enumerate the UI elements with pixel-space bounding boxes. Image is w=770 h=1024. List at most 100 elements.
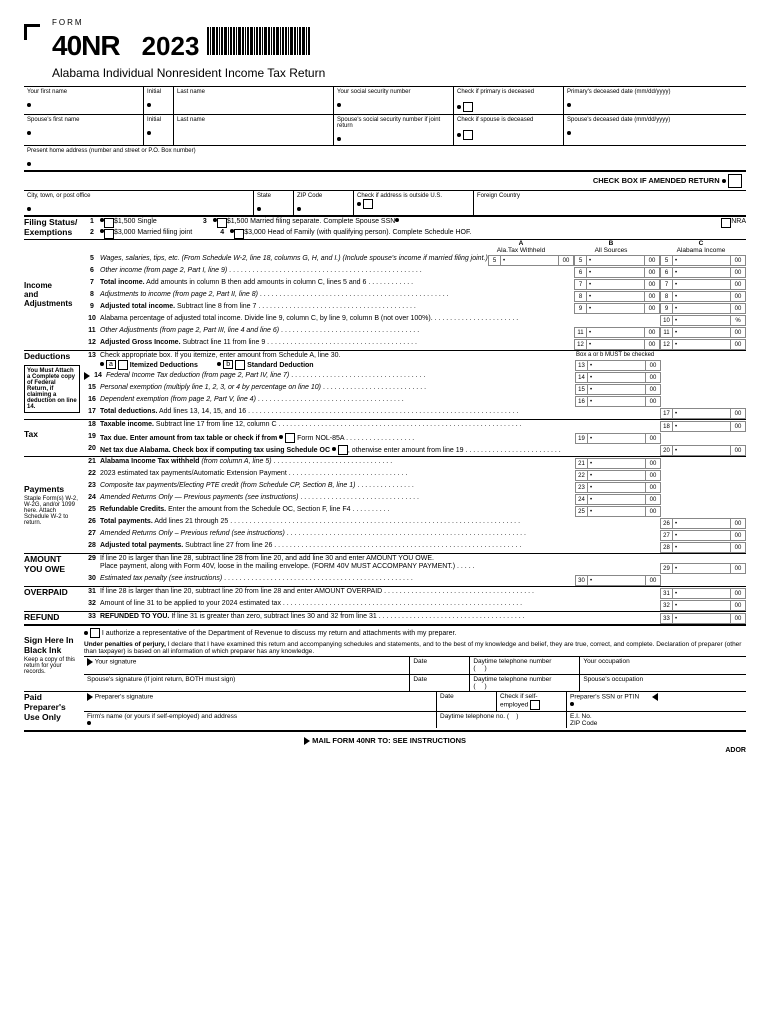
- amended-label: CHECK BOX IF AMENDED RETURN: [593, 176, 720, 185]
- primary-deceased-checkbox[interactable]: [463, 102, 473, 112]
- line-13-amount[interactable]: 13•00: [575, 360, 661, 371]
- line-9c-amount[interactable]: 9•00: [660, 303, 746, 314]
- itemized-checkbox[interactable]: [118, 360, 128, 370]
- line-32-amount[interactable]: 32•00: [660, 600, 746, 611]
- line-14-amount[interactable]: 14•00: [575, 372, 661, 383]
- line-25-amount[interactable]: 25•00: [575, 506, 661, 517]
- city-label: City, town, or post office: [27, 193, 250, 199]
- line-18-amount[interactable]: 18•00: [660, 421, 746, 432]
- last-name-label: Last name: [177, 89, 330, 95]
- line-21-text: Alabama Income Tax withheld: [100, 458, 199, 465]
- line-31-text: If line 28 is larger than line 20, subtr…: [100, 588, 382, 595]
- line-22-amount[interactable]: 22•00: [575, 470, 661, 481]
- spouse-deceased-checkbox[interactable]: [463, 130, 473, 140]
- auth-checkbox[interactable]: [90, 628, 100, 638]
- line-27-amount[interactable]: 27•00: [660, 530, 746, 541]
- line-29-amount[interactable]: 29•00: [660, 563, 746, 574]
- line-20-amount[interactable]: 20•00: [660, 445, 746, 456]
- line-20-text: Net tax due Alabama. Check box if comput…: [100, 446, 330, 453]
- line-5c-amount[interactable]: 5•00: [660, 255, 746, 266]
- line-16-amount[interactable]: 16•00: [575, 396, 661, 407]
- line-15-amount[interactable]: 15•00: [575, 384, 661, 395]
- spouse-first-label: Spouse's first name: [27, 117, 140, 123]
- line-33-amount[interactable]: 33•00: [660, 613, 746, 624]
- line-24-amount[interactable]: 24•00: [575, 494, 661, 505]
- line-12b-amount[interactable]: 12•00: [574, 339, 660, 350]
- line-31-amount[interactable]: 31•00: [660, 588, 746, 599]
- line-18-text: Taxable income.: [100, 421, 154, 428]
- line-28-amount[interactable]: 28•00: [660, 542, 746, 553]
- fs-1-checkbox[interactable]: [104, 218, 114, 228]
- address-label: Present home address (number and street …: [27, 148, 743, 154]
- line-30-amount[interactable]: 30•00: [575, 575, 661, 586]
- line-12c-amount[interactable]: 12•00: [660, 339, 746, 350]
- spouse-date-label: Spouse's deceased date (mm/dd/yyyy): [567, 117, 743, 123]
- phone-label-2: Daytime telephone number: [473, 676, 551, 683]
- prep-sig-label: Preparer's signature: [95, 694, 153, 701]
- line-6c-amount[interactable]: 6•00: [660, 267, 746, 278]
- line-7c-amount[interactable]: 7•00: [660, 279, 746, 290]
- prep-phone-label: Daytime telephone no. (: [440, 713, 509, 720]
- line-23-amount[interactable]: 23•00: [575, 482, 661, 493]
- spouse-initial-label: Initial: [147, 117, 170, 123]
- line-14-text: Federal Income Tax deduction (from page …: [106, 372, 289, 379]
- line-33-text: REFUNDED TO YOU.: [100, 613, 169, 620]
- line-8b-amount[interactable]: 8•00: [574, 291, 660, 302]
- outside-us-checkbox[interactable]: [363, 199, 373, 209]
- l13a: Itemized Deductions: [130, 361, 198, 368]
- amended-checkbox[interactable]: [728, 174, 742, 188]
- line-26-amount[interactable]: 26•00: [660, 518, 746, 529]
- overpaid-label: OVERPAID: [24, 587, 80, 597]
- line-7b-amount[interactable]: 7•00: [574, 279, 660, 290]
- first-name-label: Your first name: [27, 89, 140, 95]
- line-6b-amount[interactable]: 6•00: [574, 267, 660, 278]
- prep-row-2: Firm's name (or yours if self-employed) …: [84, 711, 746, 728]
- payments-section: Payments Staple Form(s) W-2, W-2G, and/o…: [24, 456, 746, 553]
- line-16-text: Dependent exemption (from page 2, Part V…: [100, 396, 256, 403]
- sig-arrow-icon: [87, 658, 93, 666]
- line-5a-amount[interactable]: 5•00: [488, 255, 574, 266]
- line-21-amount[interactable]: 21•00: [575, 458, 661, 469]
- nol-checkbox[interactable]: [285, 433, 295, 443]
- sig-row-1: Your signature Date Daytime telephone nu…: [84, 656, 746, 674]
- sig-row-2: Spouse's signature (if joint return, BOT…: [84, 674, 746, 691]
- line-11-text: Other Adjustments (from page 2, Part III…: [100, 327, 279, 334]
- col-c: C: [699, 240, 704, 247]
- prep-arrow-right-icon: [652, 693, 658, 701]
- self-emp-checkbox[interactable]: [530, 700, 540, 710]
- owe-label: AMOUNT YOU OWE: [24, 554, 80, 574]
- foreign-label: Foreign Country: [477, 193, 743, 199]
- filing-title: Filing Status/: [24, 217, 80, 227]
- line-10-amount[interactable]: 10•%: [660, 315, 746, 326]
- your-sig-label: Your signature: [95, 659, 137, 666]
- oc-checkbox[interactable]: [338, 445, 348, 455]
- fs-3-checkbox[interactable]: [217, 218, 227, 228]
- line-11b-amount[interactable]: 11•00: [574, 327, 660, 338]
- line-28-text: Adjusted total payments.: [100, 542, 183, 549]
- line-17-amount[interactable]: 17•00: [660, 408, 746, 419]
- line-19-amount[interactable]: 19•00: [575, 433, 661, 444]
- line-8c-amount[interactable]: 8•00: [660, 291, 746, 302]
- occ-label: Your occupation: [583, 658, 629, 665]
- prep-arrow-icon: [87, 693, 93, 701]
- line-13-text: Check appropriate box. If you itemize, e…: [100, 352, 340, 359]
- date-label-2: Date: [413, 676, 427, 683]
- standard-checkbox[interactable]: [235, 360, 245, 370]
- line-26-text: Total payments.: [100, 518, 153, 525]
- line-29-text: If line 20 is larger than line 28, subtr…: [100, 555, 434, 562]
- line-11c-amount[interactable]: 11•00: [660, 327, 746, 338]
- pay-note: Staple Form(s) W-2, W-2G, and/or 1099 he…: [24, 496, 80, 526]
- line-5b-amount[interactable]: 5•00: [574, 255, 660, 266]
- ssn-label: Your social security number: [337, 89, 450, 95]
- sp-occ-label: Spouse's occupation: [583, 676, 643, 683]
- fs-4-checkbox[interactable]: [234, 229, 244, 239]
- prep-date-label: Date: [440, 693, 454, 700]
- line-24-text: Amended Returns Only — Previous payments…: [100, 494, 298, 501]
- form-40nr-page: FORM 40NR 2023 Alabama Individual Nonres…: [0, 0, 770, 772]
- fs-2-checkbox[interactable]: [104, 229, 114, 239]
- line-9b-amount[interactable]: 9•00: [574, 303, 660, 314]
- ador-label: ADOR: [24, 747, 746, 754]
- deductions-section: Deductions You Must Attach a Complete co…: [24, 350, 746, 419]
- col-a: A: [519, 240, 524, 247]
- nra-checkbox[interactable]: [721, 218, 731, 228]
